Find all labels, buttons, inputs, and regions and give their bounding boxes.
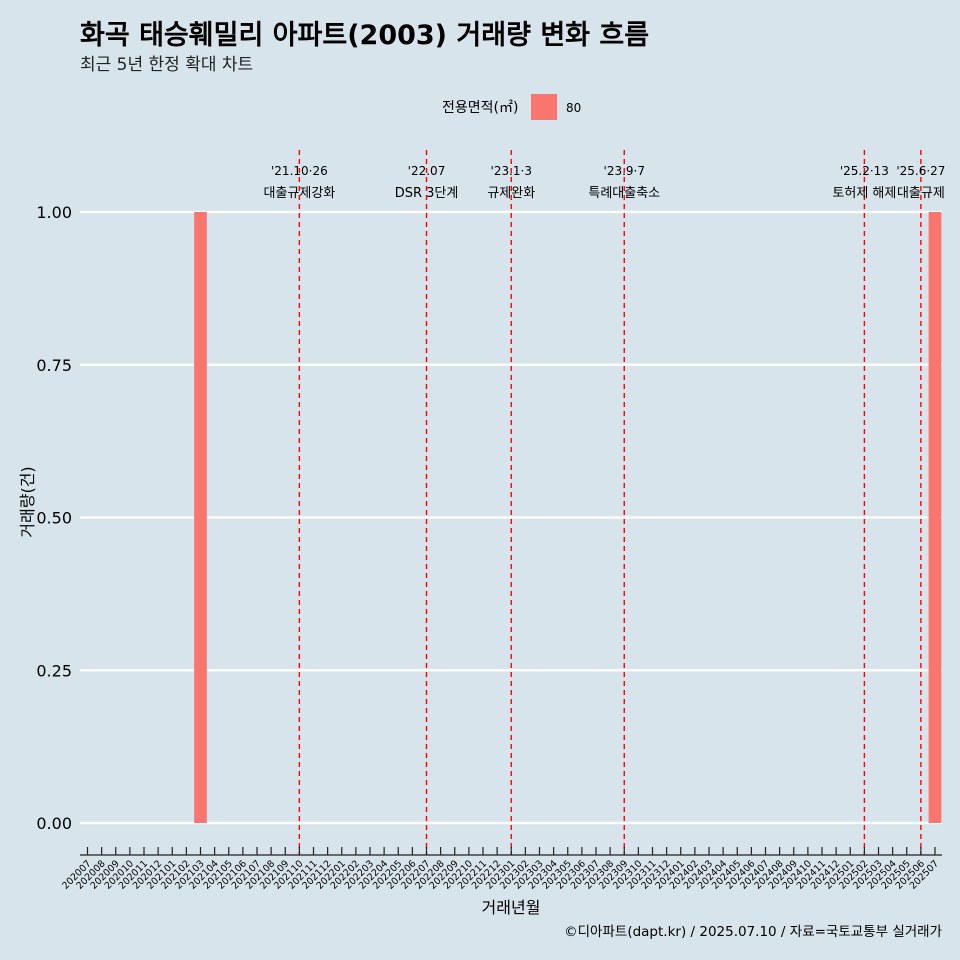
legend: 전용면적(㎡) 80 xyxy=(442,94,581,120)
event-date-label: '21.10·26 xyxy=(271,164,328,178)
legend-key xyxy=(531,94,557,120)
event-name-label: 규제완화 xyxy=(487,186,535,201)
event-name-label: 특례대출축소 xyxy=(588,186,660,201)
event-name-label: DSR 3단계 xyxy=(395,186,459,201)
chart-subtitle: 최근 5년 한정 확대 차트 xyxy=(80,55,253,75)
y-tick-label: 1.00 xyxy=(36,203,72,222)
legend-title: 전용면적(㎡) xyxy=(442,100,518,116)
bar xyxy=(194,212,207,823)
grid xyxy=(80,210,942,825)
y-tick-label: 0.50 xyxy=(36,509,72,528)
event-date-label: '23.9·7 xyxy=(604,164,645,178)
event-date-label: '22.07 xyxy=(408,164,446,178)
x-axis-title: 거래년월 xyxy=(482,898,541,917)
chart-title: 화곡 태승훼밀리 아파트(2003) 거래량 변화 흐름 xyxy=(80,20,649,51)
event-date-label: '25.6·27 xyxy=(896,164,945,178)
bar xyxy=(928,212,942,823)
y-tick-label: 0.00 xyxy=(36,814,72,833)
bars xyxy=(194,212,942,823)
y-tick-label: 0.75 xyxy=(36,356,72,375)
caption: ©디아파트(dapt.kr) / 2025.07.10 / 자료=국토교통부 실… xyxy=(564,924,942,940)
event-lines: '21.10·26 대출규제강화 '22.07 DSR 3단계 '23.1·3 규제완화 '… xyxy=(263,150,945,855)
legend-entry: 80 xyxy=(566,101,581,115)
event-date-label: '23.1·3 xyxy=(491,164,532,178)
event-name-label: 토허제 해제 xyxy=(832,186,896,201)
y-axis-title: 거래량(건) xyxy=(18,466,37,537)
y-tick-label: 0.25 xyxy=(36,661,72,680)
x-axis: 2020072020082020092020102020112020122021… xyxy=(60,847,942,892)
event-name-label: 대출규제 xyxy=(897,186,945,201)
event-name-label: 대출규제강화 xyxy=(263,186,335,201)
y-axis: 0.00 0.25 0.50 0.75 1.00 xyxy=(36,203,72,833)
event-date-label: '25.2·13 xyxy=(840,164,889,178)
